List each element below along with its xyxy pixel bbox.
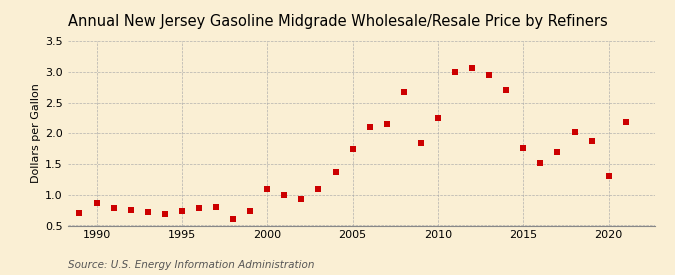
Point [313,187,324,191]
Point [501,88,512,93]
Point [142,210,153,214]
Point [296,197,306,201]
Point [108,205,119,210]
Point [466,65,477,70]
Point [450,70,460,74]
Point [126,208,136,212]
Point [74,211,85,215]
Point [569,130,580,134]
Text: Source: U.S. Energy Information Administration: Source: U.S. Energy Information Administ… [68,260,314,270]
Point [586,139,597,144]
Point [194,206,205,210]
Point [262,187,273,191]
Point [484,73,495,77]
Point [552,150,563,154]
Point [398,89,409,94]
Point [279,192,290,197]
Point [535,161,546,165]
Text: Annual New Jersey Gasoline Midgrade Wholesale/Resale Price by Refiners: Annual New Jersey Gasoline Midgrade Whol… [68,14,608,29]
Point [347,147,358,151]
Point [433,116,443,120]
Point [245,209,256,214]
Point [91,200,102,205]
Point [227,217,238,222]
Point [416,140,427,145]
Y-axis label: Dollars per Gallon: Dollars per Gallon [31,83,40,183]
Point [364,125,375,130]
Point [381,122,392,127]
Point [330,170,341,174]
Point [159,212,170,217]
Point [211,205,221,209]
Point [518,145,529,150]
Point [176,208,187,213]
Point [620,120,631,124]
Point [603,174,614,178]
